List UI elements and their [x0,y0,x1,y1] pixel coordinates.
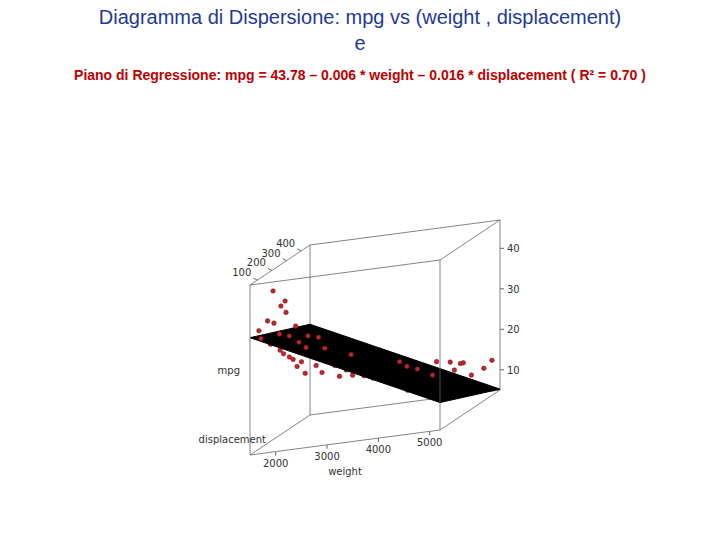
svg-text:10: 10 [507,365,520,376]
svg-text:3000: 3000 [314,451,339,462]
svg-text:400: 400 [276,238,295,249]
svg-text:2000: 2000 [263,458,288,469]
svg-text:displacement: displacement [199,434,266,445]
svg-text:Piano di Regressione: mpg = 43: Piano di Regressione: mpg = 43.78 – 0.00… [74,67,646,83]
svg-text:200: 200 [247,257,266,268]
svg-text:5000: 5000 [417,437,442,448]
svg-text:100: 100 [232,267,251,278]
svg-text:20: 20 [507,324,520,335]
svg-text:Diagramma di Dispersione: mpg: Diagramma di Dispersione: mpg vs (weight… [99,6,621,28]
svg-text:30: 30 [507,284,520,295]
svg-text:300: 300 [261,248,280,259]
svg-text:mpg: mpg [218,365,240,376]
svg-text:weight: weight [328,466,362,477]
svg-text:e: e [354,32,365,54]
svg-text:4000: 4000 [366,444,391,455]
svg-text:40: 40 [507,243,520,254]
